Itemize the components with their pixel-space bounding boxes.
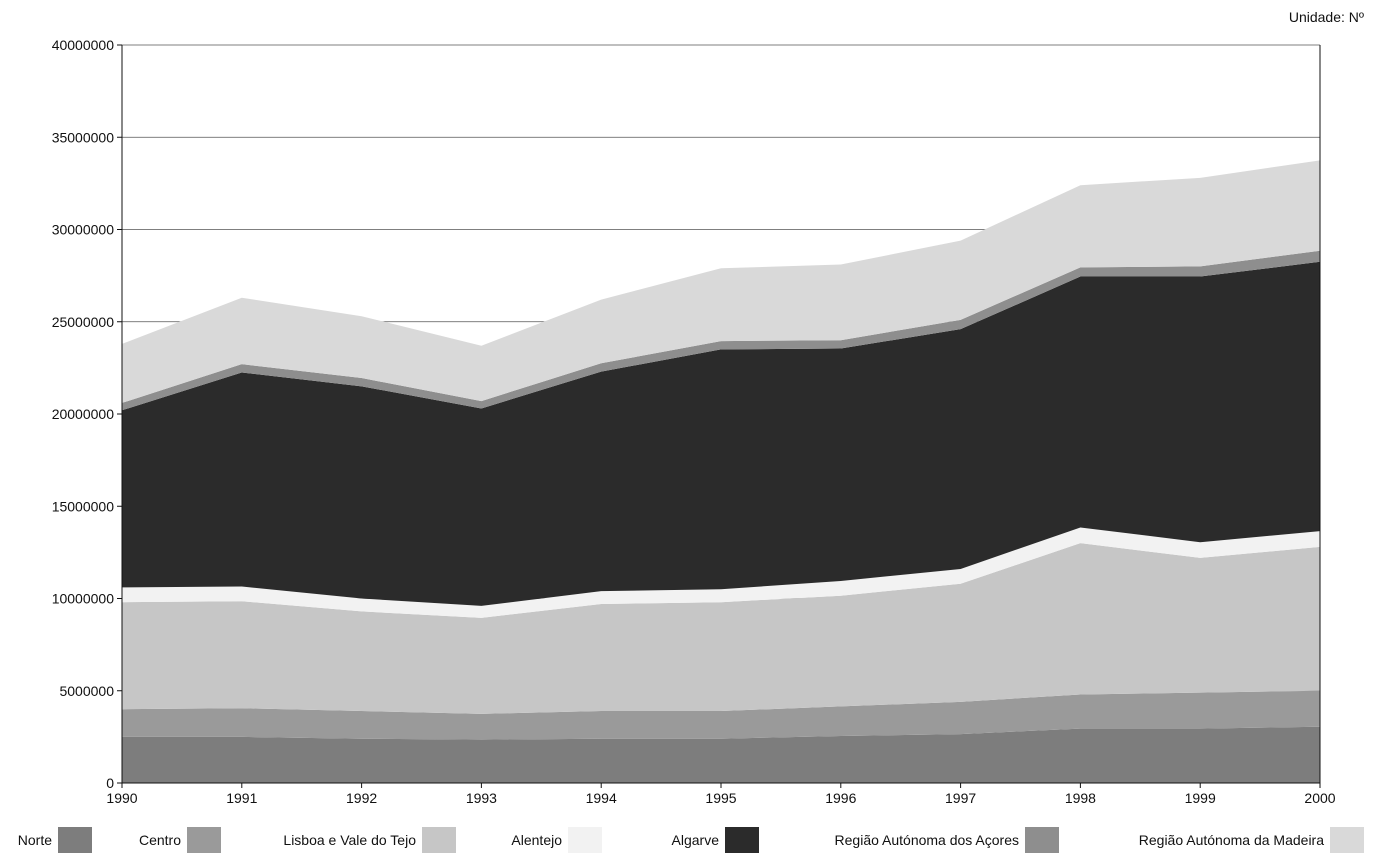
y-tick-label: 40000000 bbox=[52, 37, 115, 53]
y-tick-label: 10000000 bbox=[52, 591, 115, 607]
y-tick-label: 5000000 bbox=[59, 683, 114, 699]
x-tick-label: 1998 bbox=[1065, 790, 1096, 806]
series-areas bbox=[122, 160, 1320, 783]
y-tick-label: 20000000 bbox=[52, 406, 115, 422]
legend-swatch bbox=[568, 827, 602, 853]
legend-swatch bbox=[725, 827, 759, 853]
x-tick-label: 1992 bbox=[346, 790, 377, 806]
legend-label: Alentejo bbox=[511, 832, 562, 848]
legend-item: Algarve bbox=[672, 827, 759, 853]
legend: Norte Centro Lisboa e Vale do Tejo Alentejo… bbox=[0, 827, 1378, 855]
x-tick-label: 2000 bbox=[1304, 790, 1335, 806]
area-centro bbox=[122, 690, 1320, 740]
x-tick-label: 1997 bbox=[945, 790, 976, 806]
legend-swatch bbox=[58, 827, 92, 853]
legend-label: Algarve bbox=[671, 832, 719, 848]
legend-swatch bbox=[187, 827, 221, 853]
legend-item: Alentejo bbox=[511, 827, 602, 853]
x-tick-label: 1995 bbox=[705, 790, 736, 806]
x-tick-label: 1994 bbox=[586, 790, 617, 806]
y-tick-label: 0 bbox=[106, 775, 114, 791]
area-norte bbox=[122, 726, 1320, 783]
x-tick-labels: 1990 1991 1992 1993 1994 1995 1996 1997 1998 1999… bbox=[106, 783, 1336, 806]
y-tick-label: 30000000 bbox=[52, 222, 115, 238]
legend-label: Região Autónoma dos Açores bbox=[834, 832, 1019, 848]
x-tick-label: 1993 bbox=[466, 790, 497, 806]
area-lisboa-e-vale-do-tejo bbox=[122, 543, 1320, 714]
x-tick-label: 1996 bbox=[825, 790, 856, 806]
legend-swatch bbox=[422, 827, 456, 853]
legend-label: Centro bbox=[138, 832, 181, 848]
y-tick-label: 35000000 bbox=[52, 129, 115, 145]
y-tick-labels: 0 5000000 10000000 15000000 20000000 25000000… bbox=[52, 37, 122, 791]
legend-swatch bbox=[1025, 827, 1059, 853]
legend-item: Centro bbox=[139, 827, 221, 853]
legend-label: Norte bbox=[17, 832, 52, 848]
area-algarve bbox=[122, 261, 1320, 606]
legend-item: Região Autónoma da Madeira bbox=[1139, 827, 1364, 853]
x-tick-label: 1991 bbox=[226, 790, 257, 806]
legend-item: Norte bbox=[18, 827, 92, 853]
area-chart: 0 5000000 10000000 15000000 20000000 25000000… bbox=[52, 37, 1336, 806]
legend-item: Lisboa e Vale do Tejo bbox=[283, 827, 456, 853]
area-regiao-autonoma-dos-acores bbox=[122, 250, 1320, 411]
legend-swatch bbox=[1330, 827, 1364, 853]
legend-item: Região Autónoma dos Açores bbox=[835, 827, 1059, 853]
unit-label: Unidade: Nº bbox=[1288, 9, 1364, 25]
area-alentejo bbox=[122, 527, 1320, 618]
legend-label: Lisboa e Vale do Tejo bbox=[283, 832, 416, 848]
x-tick-label: 1999 bbox=[1185, 790, 1216, 806]
area-regiao-autonoma-da-madeira bbox=[122, 160, 1320, 403]
y-tick-label: 25000000 bbox=[52, 314, 115, 330]
y-tick-label: 15000000 bbox=[52, 498, 115, 514]
x-tick-label: 1990 bbox=[106, 790, 137, 806]
legend-label: Região Autónoma da Madeira bbox=[1138, 832, 1324, 848]
